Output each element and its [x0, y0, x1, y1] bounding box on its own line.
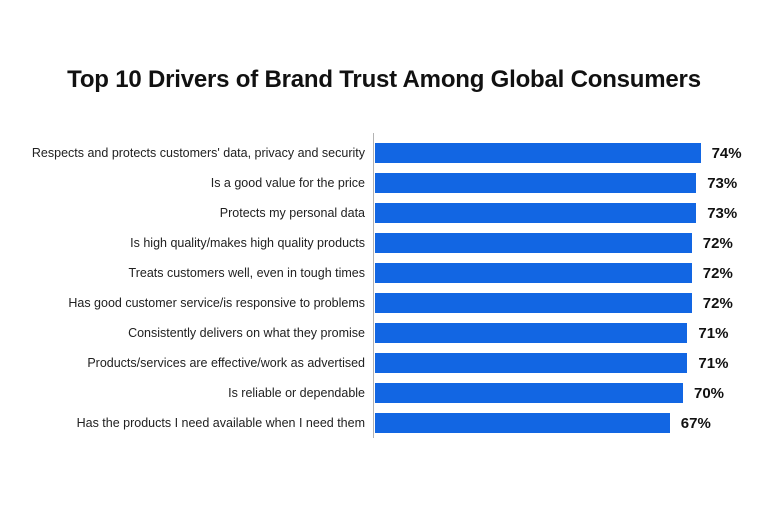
bar-value: 73%	[707, 204, 738, 222]
bar	[375, 413, 670, 433]
bar-row: Is high quality/makes high quality produ…	[0, 228, 768, 258]
bar-value: 67%	[680, 414, 711, 432]
bar-row: Is reliable or dependable 70%	[0, 378, 768, 408]
bar-value: 70%	[694, 384, 725, 402]
bar-label: Is high quality/makes high quality produ…	[130, 236, 365, 250]
bar-chart: Respects and protects customers' data, p…	[0, 133, 768, 438]
bar-row: Respects and protects customers' data, p…	[0, 138, 768, 168]
chart-title: Top 10 Drivers of Brand Trust Among Glob…	[67, 66, 701, 93]
bar-label: Is a good value for the price	[210, 176, 365, 190]
bar	[375, 323, 688, 343]
bar	[375, 203, 697, 223]
bar-row: Consistently delivers on what they promi…	[0, 318, 768, 348]
bar-value: 74%	[711, 144, 742, 162]
bar	[375, 143, 701, 163]
bar-label: Consistently delivers on what they promi…	[128, 326, 365, 340]
bar-label: Has the products I need available when I…	[76, 416, 365, 430]
bar-row: Protects my personal data 73%	[0, 198, 768, 228]
bar-value: 72%	[702, 264, 733, 282]
y-axis-line	[373, 133, 374, 438]
bar-row: Treats customers well, even in tough tim…	[0, 258, 768, 288]
bar-row: Has good customer service/is responsive …	[0, 288, 768, 318]
bar-row: Has the products I need available when I…	[0, 408, 768, 438]
bar-label: Protects my personal data	[219, 206, 365, 220]
bar-value: 71%	[698, 324, 729, 342]
bar	[375, 293, 692, 313]
bar-label: Is reliable or dependable	[228, 386, 365, 400]
bar-label: Treats customers well, even in tough tim…	[128, 266, 365, 280]
bar-label: Products/services are effective/work as …	[87, 356, 365, 370]
bar	[375, 353, 688, 373]
bar	[375, 263, 692, 283]
bar-label: Respects and protects customers' data, p…	[31, 146, 365, 160]
bar-value: 73%	[707, 174, 738, 192]
bar-row: Is a good value for the price 73%	[0, 168, 768, 198]
bar-label: Has good customer service/is responsive …	[68, 296, 365, 310]
bar-rows: Respects and protects customers' data, p…	[0, 138, 768, 438]
bar	[375, 233, 692, 253]
bar-row: Products/services are effective/work as …	[0, 348, 768, 378]
bar-value: 72%	[702, 234, 733, 252]
bar	[375, 173, 697, 193]
bar	[375, 383, 683, 403]
bar-value: 71%	[698, 354, 729, 372]
bar-value: 72%	[702, 294, 733, 312]
